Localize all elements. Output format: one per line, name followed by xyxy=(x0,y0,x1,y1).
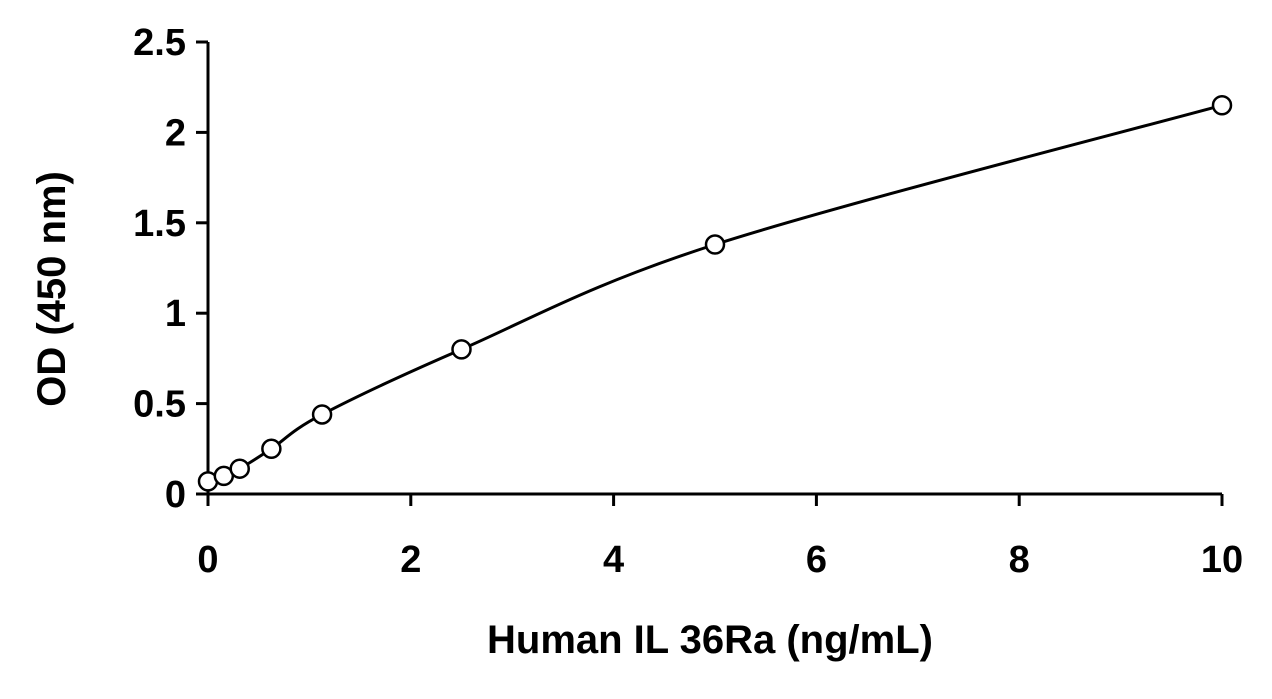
x-tick-label: 2 xyxy=(400,539,421,581)
y-axis: 0 0.5 1 1.5 2 2.5 xyxy=(133,22,210,516)
y-tick-label: 2 xyxy=(165,112,186,154)
x-tick-label: 6 xyxy=(806,539,827,581)
x-tick-label: 10 xyxy=(1201,539,1243,581)
fit-curve-line xyxy=(207,103,1223,483)
data-point-marker xyxy=(261,438,282,460)
x-axis-title: Human IL 36Ra (ng/mL) xyxy=(487,618,933,662)
data-point-marker xyxy=(229,458,250,479)
y-tick-label: 1 xyxy=(165,293,186,335)
x-tick-label: 0 xyxy=(197,539,218,581)
data-points xyxy=(197,95,1233,492)
data-point-marker xyxy=(451,339,472,360)
y-axis-title: OD (450 nm) xyxy=(30,171,74,407)
data-point-marker xyxy=(311,404,333,425)
y-tick-label: 0 xyxy=(165,474,186,516)
y-tick-label: 1.5 xyxy=(133,203,186,245)
y-tick-label: 0.5 xyxy=(133,384,186,426)
x-tick-label: 8 xyxy=(1009,539,1030,581)
data-point-marker xyxy=(1211,95,1233,116)
x-axis: 0 2 4 6 8 10 xyxy=(197,492,1243,581)
x-tick-label: 4 xyxy=(603,539,624,581)
y-tick-label: 2.5 xyxy=(133,22,186,64)
data-point-marker xyxy=(704,234,726,255)
